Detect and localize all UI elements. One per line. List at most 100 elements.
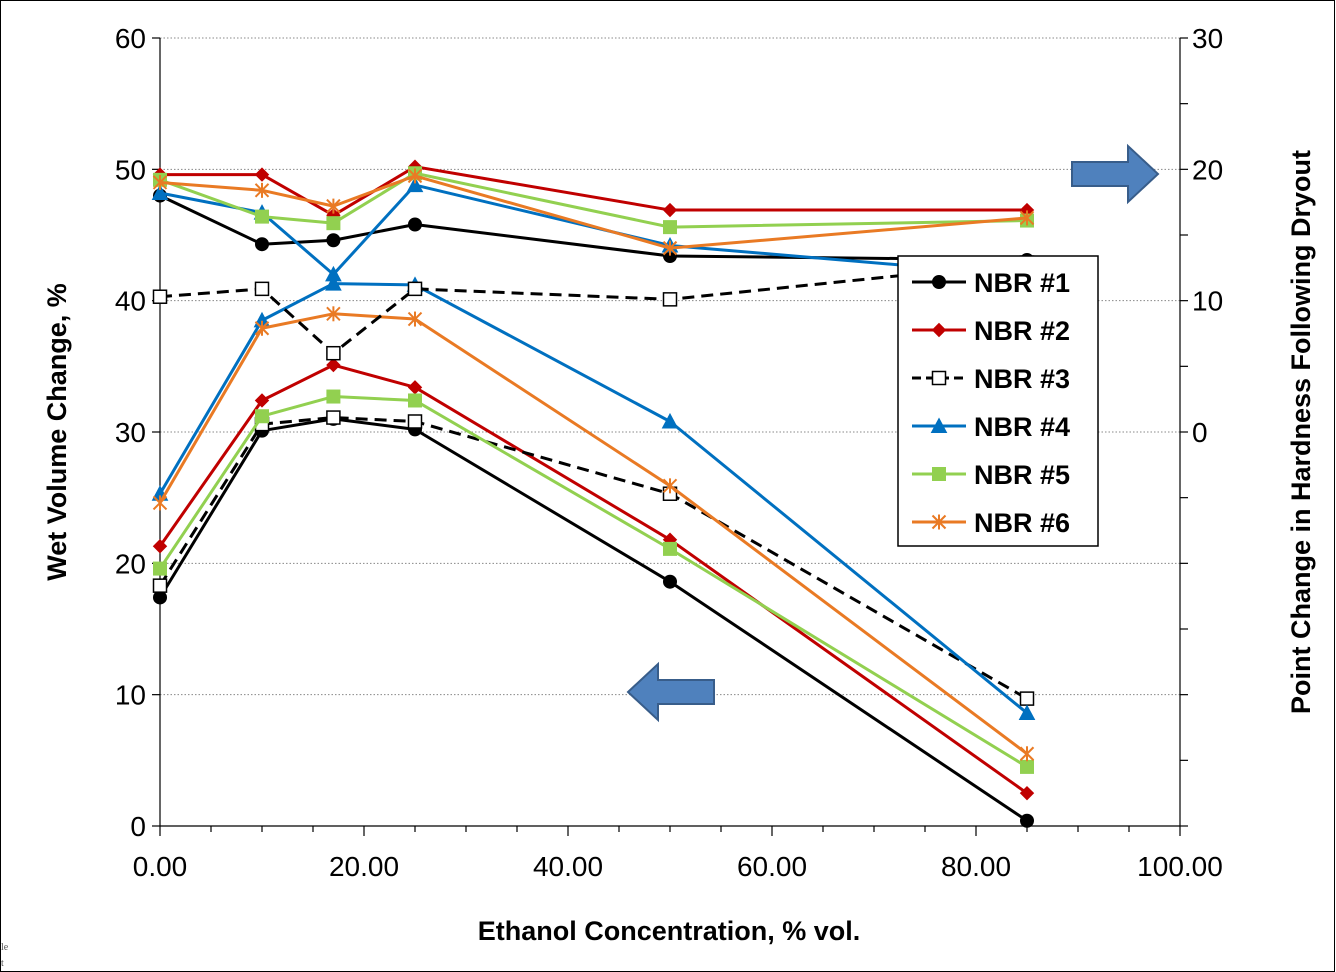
y-axis-title: Wet Volume Change, % (42, 283, 72, 581)
data-point (407, 168, 423, 184)
data-point (152, 174, 168, 190)
data-point (152, 289, 168, 304)
data-point (662, 478, 678, 494)
data-point (325, 265, 342, 282)
data-point (662, 292, 678, 307)
y2-tick-label: 30 (1192, 23, 1223, 54)
data-point (254, 281, 270, 297)
series-nbr-2-left (152, 357, 1035, 801)
series-line (158, 282, 1028, 715)
x-tick-label: 80.00 (941, 851, 1011, 882)
left-axis-arrow-icon (626, 661, 715, 723)
series-line (160, 165, 1027, 217)
data-point (255, 409, 269, 424)
data-point (152, 495, 168, 511)
series-line (159, 261, 1028, 355)
data-point (153, 590, 167, 605)
right-axis-arrow-icon (1071, 143, 1160, 205)
y2-tick-label: 10 (1192, 286, 1223, 317)
data-point (153, 561, 167, 576)
data-point (326, 216, 341, 231)
series-line (159, 194, 1028, 262)
data-point (661, 412, 679, 429)
data-point (254, 393, 270, 408)
series-nbr-6-right (152, 168, 1035, 256)
series-line (158, 416, 1028, 700)
series-nbr-5-right (153, 166, 1034, 235)
data-point (1019, 746, 1035, 762)
legend-label: NBR #6 (974, 508, 1070, 538)
y-tick-label: 30 (115, 417, 146, 448)
data-point (326, 233, 341, 248)
data-point (151, 184, 169, 200)
legend-marker (931, 322, 947, 338)
legend-label: NBR #1 (974, 268, 1070, 298)
y-tick-label: 10 (115, 680, 146, 711)
data-point (254, 167, 270, 182)
legend-marker (930, 417, 948, 433)
x-tick-label: 100.00 (1137, 851, 1223, 882)
y-tick-label: 40 (115, 286, 146, 317)
data-point (1019, 691, 1035, 706)
data-point (407, 281, 423, 297)
data-point (325, 275, 342, 291)
legend-item: NBR #5 (912, 460, 1070, 490)
x-tick-label: 20.00 (329, 851, 399, 882)
data-point (326, 357, 341, 373)
data-point (408, 393, 422, 408)
series-line (158, 417, 1028, 822)
y2-tick-label: 0 (1192, 417, 1208, 448)
data-point (1019, 210, 1035, 226)
x-axis-title: Ethanol Concentration, % vol. (478, 916, 861, 946)
legend-item: NBR #4 (912, 412, 1070, 442)
y-tick-label: 60 (115, 23, 146, 54)
legend: NBR #1 NBR #2 NBR #3 NBR #4 NBR #5 NBR #6 (897, 255, 1099, 547)
series-line (158, 395, 1028, 769)
edge-fragment-2: t (1, 958, 4, 969)
data-point (326, 389, 341, 404)
data-point (663, 220, 677, 235)
y-tick-label: 0 (130, 811, 146, 842)
series-line (158, 312, 1028, 755)
legend-marker (932, 467, 946, 481)
data-point (662, 240, 678, 256)
x-tick-label: 40.00 (533, 851, 603, 882)
y2-axis-title: Point Change in Hardness Following Dryou… (1286, 150, 1316, 714)
legend-item: NBR #6 (912, 508, 1070, 538)
data-point (663, 541, 677, 556)
legend-label: NBR #5 (974, 460, 1070, 490)
series-line (159, 174, 1028, 250)
data-point (326, 198, 341, 214)
data-point (407, 414, 423, 429)
data-point (663, 574, 677, 589)
legend-item: NBR #3 (912, 364, 1070, 394)
data-point (255, 237, 269, 252)
data-point (1018, 704, 1036, 721)
legend-marker (931, 370, 947, 386)
data-point (1020, 759, 1034, 774)
axes: 0 10 20 30 40 50 60 0 10 20 30 0.00 20.00 40.00 60.00 8… (115, 23, 1223, 882)
legend-box (897, 255, 1099, 547)
series-nbr-6-left (152, 306, 1035, 762)
data-point (406, 176, 424, 193)
legend-item: NBR #1 (912, 268, 1070, 298)
legend-marker (931, 514, 947, 530)
series-line (159, 171, 1028, 229)
data-point (152, 539, 168, 554)
data-point (326, 345, 341, 361)
legend-label: NBR #3 (974, 364, 1070, 394)
legend-label: NBR #4 (974, 412, 1070, 442)
series-nbr-5-left (153, 389, 1034, 774)
series-line (158, 363, 1028, 795)
data-point (152, 578, 168, 593)
data-point (407, 380, 423, 395)
data-point (407, 311, 423, 327)
y-tick-label: 20 (115, 548, 146, 579)
x-tick-label: 60.00 (737, 851, 807, 882)
data-point (255, 209, 269, 224)
data-point (1020, 813, 1034, 828)
legend-marker (932, 275, 946, 289)
data-point (254, 182, 270, 198)
edge-fragment-1: le (1, 942, 9, 953)
